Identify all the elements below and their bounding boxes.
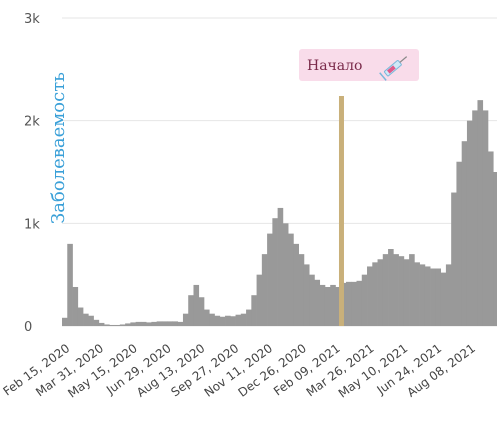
y-tick-label: 3k (24, 12, 40, 27)
bar (119, 324, 126, 326)
bar (403, 259, 410, 326)
bar (230, 316, 236, 326)
bar (225, 315, 231, 326)
bar (151, 321, 158, 326)
bar (319, 284, 326, 326)
bar (114, 324, 121, 326)
y-tick-label: 1k (24, 217, 40, 232)
bar (272, 218, 278, 326)
annotation-callout: Начало (299, 49, 419, 81)
bar (377, 259, 384, 326)
bar (324, 286, 331, 326)
bar (382, 254, 389, 326)
bar (351, 281, 357, 326)
bar (309, 274, 315, 326)
bar (361, 274, 368, 326)
bar (282, 223, 289, 326)
bar (167, 321, 173, 326)
bar (461, 141, 468, 326)
bar (62, 317, 68, 326)
y-axis-label: Заболеваемость (48, 72, 69, 224)
bar (356, 280, 363, 326)
bar (188, 295, 194, 326)
y-axis-ticks: 0 1k 2k 3k (24, 12, 40, 335)
bar (98, 322, 105, 326)
bar (414, 262, 420, 326)
bar (493, 172, 497, 326)
bar (77, 307, 84, 326)
bar (298, 254, 305, 326)
bar (161, 321, 168, 326)
annotation-label: Начало (307, 58, 362, 74)
bar (214, 315, 221, 326)
bar-series (62, 100, 497, 327)
bar (104, 324, 110, 326)
bar (172, 321, 179, 326)
start-marker (338, 96, 344, 326)
bar (109, 324, 115, 326)
bar (235, 314, 242, 326)
bar (83, 313, 89, 326)
y-tick-label: 0 (24, 320, 32, 335)
bar (335, 286, 342, 326)
bar (409, 254, 415, 326)
bar (398, 256, 405, 326)
bar (125, 323, 131, 326)
bar (487, 151, 494, 326)
bar (456, 161, 463, 326)
bar (72, 286, 79, 326)
bar (198, 297, 205, 326)
bar (261, 254, 268, 326)
bar (345, 281, 352, 326)
bar (303, 264, 310, 326)
bar (367, 266, 373, 326)
bar (472, 110, 478, 327)
bar (477, 100, 484, 326)
y-tick-label: 2k (24, 115, 40, 130)
bar (435, 268, 441, 326)
bar (246, 309, 252, 326)
bar (93, 319, 100, 326)
bar (330, 284, 336, 326)
bar (209, 313, 215, 326)
bar (293, 243, 299, 326)
bar (314, 279, 321, 326)
bar (393, 254, 399, 326)
bar (203, 309, 210, 326)
bar (267, 233, 273, 326)
bar (424, 266, 431, 326)
bar (219, 316, 226, 326)
bar (388, 249, 394, 326)
bar (372, 262, 378, 326)
bar (88, 315, 94, 326)
bar (251, 295, 257, 326)
bar (135, 321, 142, 326)
start-marker-line (338, 96, 344, 326)
bar (466, 120, 473, 327)
bar (440, 272, 447, 326)
bar (193, 284, 200, 326)
bar (256, 274, 263, 326)
bar (482, 110, 489, 327)
bar (140, 321, 147, 326)
bar (430, 268, 436, 326)
bar (445, 264, 452, 326)
bar (67, 243, 73, 326)
bar (451, 192, 457, 326)
bar (130, 322, 136, 326)
syringe-icon (379, 56, 408, 81)
bar (277, 207, 284, 326)
bar (288, 233, 294, 326)
bar (177, 321, 184, 326)
bar (146, 322, 152, 326)
bar (419, 264, 426, 326)
bar (156, 321, 163, 326)
bar (182, 313, 189, 326)
bar (240, 313, 247, 326)
